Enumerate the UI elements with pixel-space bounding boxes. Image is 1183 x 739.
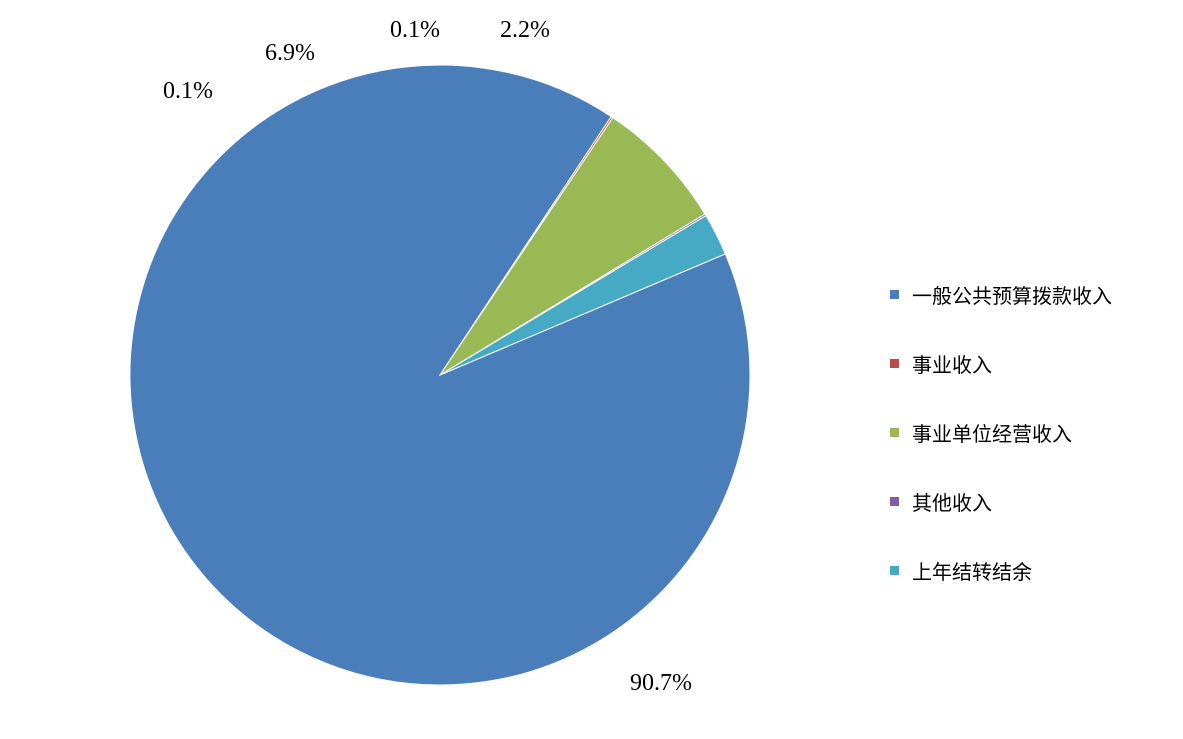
- chart-container: 90.7% 0.1% 6.9% 0.1% 2.2% 一般公共预算拨款收入 事业收…: [0, 0, 1183, 739]
- legend-marker-icon: [880, 293, 908, 297]
- legend-swatch: [890, 566, 899, 575]
- legend-text: 事业单位经营收入: [912, 418, 1072, 447]
- pie-chart: [130, 65, 750, 685]
- legend-item: 一般公共预算拨款收入: [880, 280, 1112, 309]
- pie-wrap: [130, 65, 750, 685]
- legend-marker-icon: [880, 431, 908, 435]
- slice-label-4: 2.2%: [500, 17, 550, 44]
- legend-item: 其他收入: [880, 487, 1112, 516]
- slice-label-1: 0.1%: [163, 78, 213, 105]
- legend-item: 上年结转结余: [880, 556, 1112, 585]
- slice-label-3: 0.1%: [390, 17, 440, 44]
- legend-text: 其他收入: [912, 487, 992, 516]
- legend-text: 上年结转结余: [912, 556, 1032, 585]
- legend-marker-icon: [880, 362, 908, 366]
- legend-item: 事业单位经营收入: [880, 418, 1112, 447]
- legend-swatch: [890, 497, 899, 506]
- slice-label-0: 90.7%: [630, 670, 692, 697]
- legend: 一般公共预算拨款收入 事业收入 事业单位经营收入 其他收入 上年结转结余: [880, 280, 1112, 625]
- legend-marker-icon: [880, 569, 908, 573]
- legend-swatch: [890, 290, 899, 299]
- legend-swatch: [890, 359, 899, 368]
- legend-text: 事业收入: [912, 349, 992, 378]
- legend-swatch: [890, 428, 899, 437]
- legend-item: 事业收入: [880, 349, 1112, 378]
- legend-text: 一般公共预算拨款收入: [912, 280, 1112, 309]
- slice-label-2: 6.9%: [265, 40, 315, 67]
- legend-marker-icon: [880, 500, 908, 504]
